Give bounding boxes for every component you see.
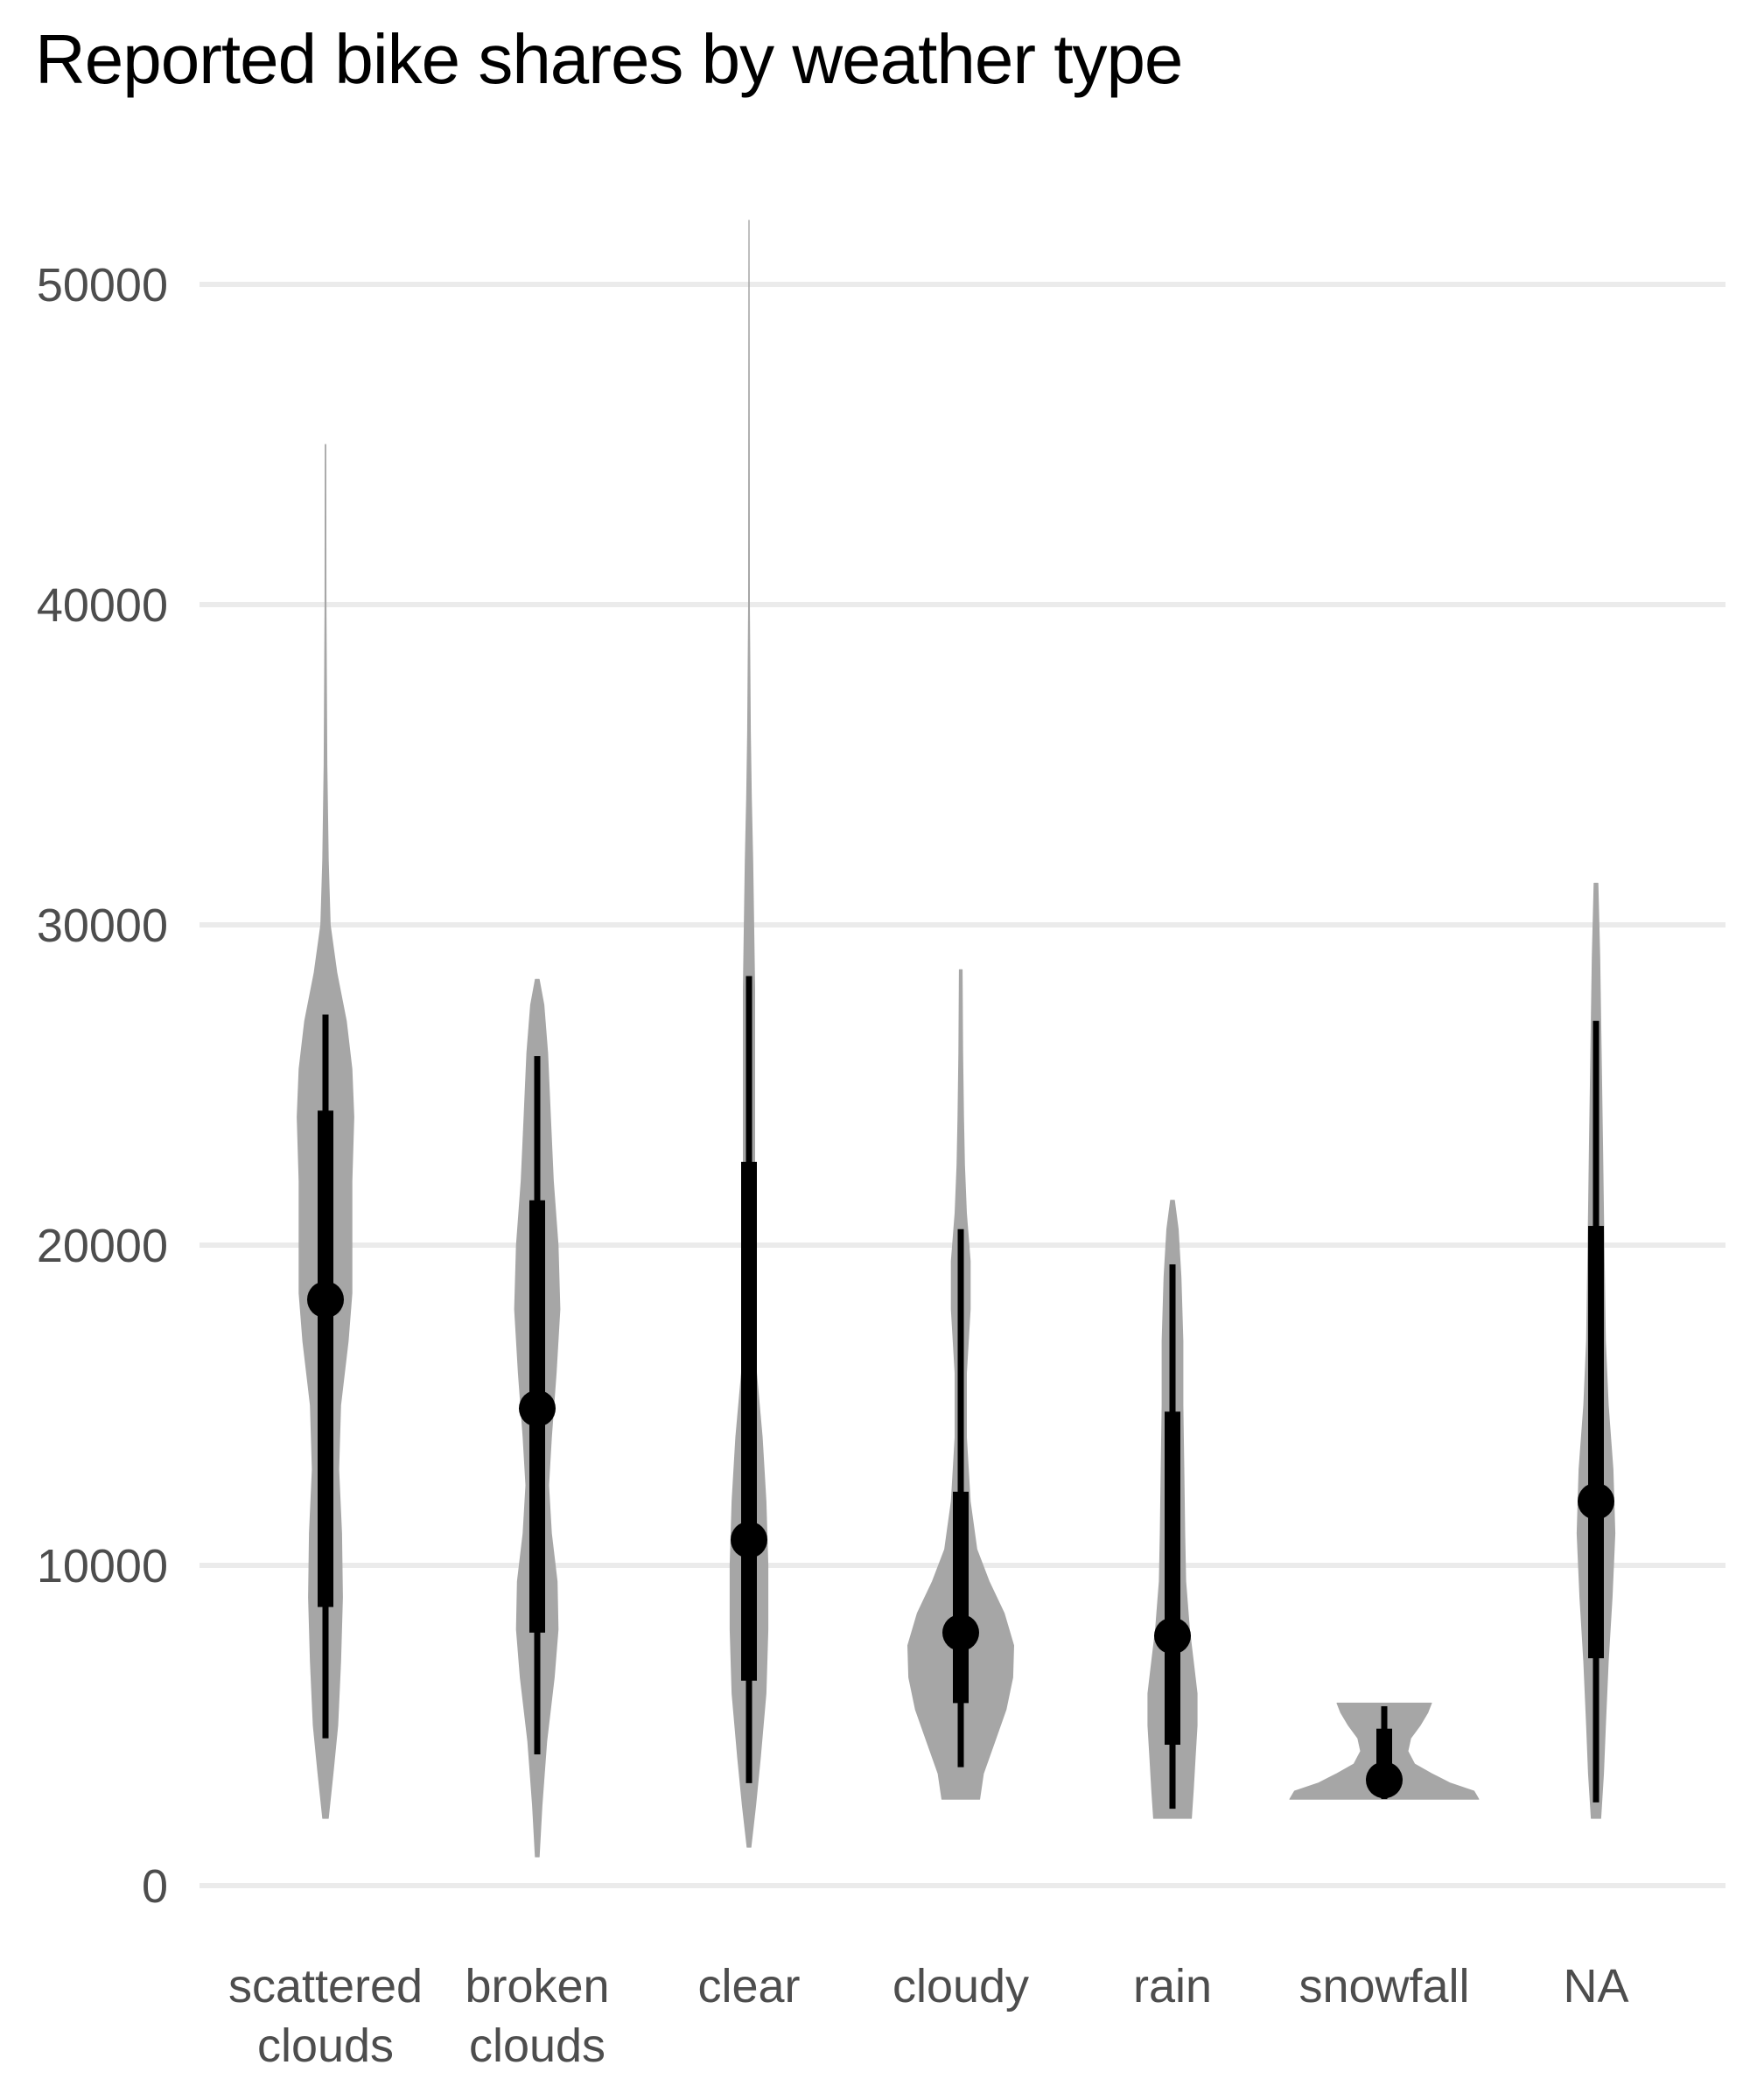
iqr-bar-clear [741,1161,757,1681]
x-tick-label-broken-clouds: broken clouds [465,1960,609,2072]
y-axis-tick-labels: 0 10000 20000 30000 40000 50000 [37,259,168,1913]
chart-title: Reported bike shares by weather type [35,20,1183,98]
summary-stats [307,976,1614,1810]
median-point-rain [1154,1617,1191,1655]
y-tick-label-40000: 40000 [37,579,168,632]
median-point-na [1578,1482,1614,1520]
x-tick-label-scattered-clouds: scattered clouds [228,1960,423,2072]
median-point-broken-clouds [519,1390,556,1427]
y-tick-label-30000: 30000 [37,900,168,952]
y-tick-label-20000: 20000 [37,1220,168,1272]
x-tick-label-rain: rain [1133,1960,1212,2012]
y-tick-label-50000: 50000 [37,259,168,312]
x-tick-label-cloudy: cloudy [892,1960,1029,2012]
y-tick-label-10000: 10000 [37,1540,168,1592]
x-tick-label-clear: clear [697,1960,800,2012]
iqr-bar-cloudy [953,1491,969,1704]
iqr-bar-na [1588,1226,1604,1659]
median-point-snowfall [1366,1761,1403,1799]
median-point-cloudy [942,1614,979,1651]
x-tick-label-na: NA [1563,1960,1628,2012]
y-tick-label-0: 0 [142,1860,168,1913]
iqr-bar-rain [1165,1411,1180,1745]
median-point-clear [731,1521,767,1558]
x-tick-label-snowfall: snowfall [1298,1960,1469,2012]
iqr-bar-scattered-clouds [318,1110,333,1607]
x-axis-tick-labels: scattered clouds broken clouds clear cloudy ra… [228,1960,1629,2072]
median-point-scattered-clouds [307,1281,344,1319]
